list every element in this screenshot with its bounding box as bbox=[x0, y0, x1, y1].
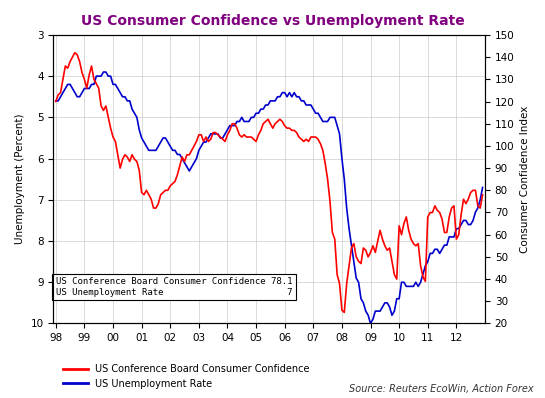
Text: US Conference Board Consumer Confidence 78.1
US Unemployment Rate               : US Conference Board Consumer Confidence … bbox=[56, 277, 292, 297]
Legend: US Conference Board Consumer Confidence, US Unemployment Rate: US Conference Board Consumer Confidence,… bbox=[59, 361, 314, 393]
Text: US Consumer Confidence vs Unemployment Rate: US Consumer Confidence vs Unemployment R… bbox=[81, 14, 464, 28]
Y-axis label: Consumer Confidence Index: Consumer Confidence Index bbox=[520, 105, 530, 253]
Y-axis label: Unemployment (Percent): Unemployment (Percent) bbox=[15, 114, 25, 244]
Text: Source: Reuters EcoWin, Action Forex: Source: Reuters EcoWin, Action Forex bbox=[349, 384, 534, 394]
